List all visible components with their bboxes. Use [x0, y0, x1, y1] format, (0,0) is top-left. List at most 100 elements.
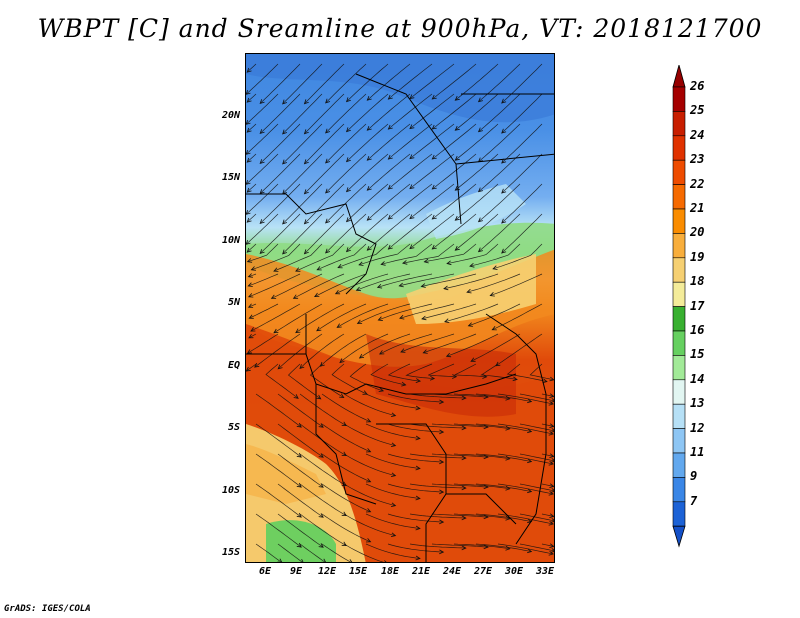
streamline-arrowhead: [387, 244, 393, 250]
streamline-arrowhead: [303, 99, 309, 105]
streamline: [343, 453, 396, 477]
colorbar-segment: [672, 501, 686, 527]
streamline: [282, 183, 323, 225]
streamline: [359, 333, 411, 359]
streamline-arrowhead: [477, 97, 483, 103]
x-tick-label: 21E: [411, 566, 431, 577]
streamline-arrowhead: [461, 395, 467, 401]
streamline-arrowhead: [501, 248, 507, 254]
streamline-arrowhead: [422, 349, 428, 354]
streamline-arrowhead: [282, 99, 288, 105]
streamline: [321, 453, 371, 483]
colorbar-segment: [672, 330, 686, 356]
streamline-arrowhead: [299, 364, 305, 370]
streamline: [246, 63, 279, 95]
streamline-arrowhead: [318, 543, 324, 548]
streamline-arrowhead: [387, 124, 393, 130]
streamline: [467, 273, 521, 293]
streamline-arrowhead: [501, 188, 507, 194]
streamline: [259, 153, 301, 194]
streamline: [387, 423, 444, 433]
streamline-arrowhead: [439, 489, 445, 495]
streamline: [365, 453, 420, 469]
streamline: [475, 423, 532, 432]
streamline-arrowhead: [246, 258, 253, 263]
streamline-arrowhead: [398, 282, 404, 288]
streamline-arrowhead: [303, 159, 309, 165]
colorbar-label: 25: [690, 103, 705, 118]
colorbar-label: 15: [690, 347, 705, 362]
streamline: [367, 183, 411, 221]
streamline-arrowhead: [454, 95, 460, 101]
streamline: [251, 243, 301, 271]
streamline: [475, 513, 532, 522]
wbpt-map: [246, 54, 554, 562]
streamline: [492, 303, 543, 331]
streamline: [447, 243, 499, 264]
streamline-arrowhead: [415, 405, 421, 411]
streamline-arrowhead: [355, 286, 362, 292]
colorbar-label: 14: [690, 371, 705, 386]
streamline: [321, 513, 371, 543]
streamline-arrowhead: [303, 249, 309, 255]
streamline: [501, 153, 543, 194]
streamline: [399, 303, 455, 319]
streamline-arrowhead: [321, 558, 326, 562]
streamline-arrowhead: [259, 159, 265, 165]
streamline: [321, 393, 371, 423]
streamline: [346, 93, 389, 132]
streamline-arrowhead: [461, 485, 467, 491]
streamline-arrowhead: [345, 157, 351, 163]
streamline: [299, 543, 326, 562]
colorbar-label: 23: [690, 152, 705, 167]
colorbar-segment: [672, 355, 686, 381]
streamline-arrowhead: [439, 459, 445, 465]
streamline: [387, 543, 444, 553]
colorbar-label: 9: [690, 469, 698, 484]
streamline: [259, 213, 301, 254]
streamline-arrowhead: [550, 488, 554, 493]
streamline-arrowhead: [316, 394, 322, 400]
streamline-arrowhead: [365, 538, 372, 543]
streamline-arrowhead: [415, 525, 421, 531]
streamline-arrowhead: [296, 422, 302, 428]
streamline-arrowhead: [439, 399, 445, 405]
colorbar-top-arrow: [672, 65, 686, 88]
streamline-arrowhead: [526, 398, 533, 404]
streamline-arrowhead: [402, 260, 408, 265]
streamline-arrowhead: [549, 376, 554, 382]
streamline: [519, 513, 554, 522]
streamline-arrowhead: [467, 322, 473, 327]
y-tick-label: EQ: [227, 360, 240, 371]
streamline: [409, 543, 466, 549]
streamline: [453, 393, 510, 400]
streamline: [409, 483, 466, 489]
streamline: [246, 123, 279, 155]
streamline: [365, 393, 420, 409]
streamline: [343, 423, 396, 447]
streamline-arrowhead: [548, 460, 554, 466]
streamline: [321, 543, 352, 562]
streamline-arrowhead: [477, 247, 483, 253]
streamline-arrowhead: [495, 361, 501, 367]
streamline: [299, 513, 347, 546]
streamline: [295, 243, 345, 272]
streamline-arrowhead: [314, 292, 320, 297]
streamline: [321, 423, 371, 453]
streamline: [367, 93, 411, 131]
streamline-arrowhead: [250, 266, 256, 271]
streamline: [346, 183, 389, 222]
colorbar-label: 7: [690, 493, 698, 508]
streamline-arrowhead: [492, 265, 498, 270]
streamline-arrowhead: [415, 378, 421, 383]
streamline-arrowhead: [550, 518, 554, 523]
colorbar-segment: [672, 233, 686, 259]
streamline-arrowhead: [387, 154, 393, 160]
streamline-arrowhead: [345, 217, 351, 223]
streamline-arrowhead: [325, 128, 331, 134]
streamline: [431, 453, 488, 458]
cold-region: [246, 54, 554, 123]
x-tick-label: 33E: [535, 566, 555, 577]
streamline-arrowhead: [549, 543, 554, 548]
grads-credit: GrADS: IGES/COLA: [4, 604, 91, 614]
